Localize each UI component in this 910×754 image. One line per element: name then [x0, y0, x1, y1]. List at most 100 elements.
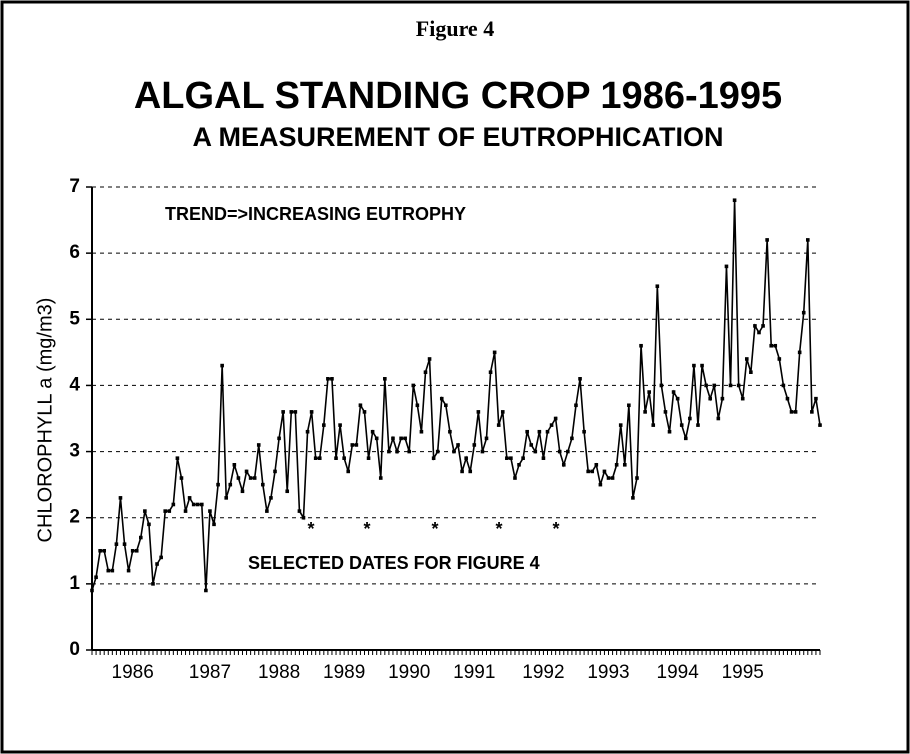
- data-point: [452, 449, 456, 454]
- data-point: [496, 423, 501, 427]
- data-point: [728, 383, 733, 388]
- data-point: [175, 456, 180, 460]
- data-point: [663, 410, 668, 414]
- data-point: [789, 410, 794, 414]
- data-point: [248, 476, 253, 480]
- data-point: [256, 443, 261, 447]
- data-point: [509, 456, 513, 460]
- data-point: [293, 410, 298, 414]
- data-point: [395, 449, 399, 454]
- data-point: [167, 509, 172, 513]
- data-point: [761, 324, 765, 328]
- data-point: [704, 383, 708, 388]
- data-line: [91, 200, 821, 591]
- data-point: [391, 436, 395, 441]
- data-point: [810, 410, 814, 414]
- data-point: [521, 456, 525, 460]
- data-point: [606, 476, 611, 480]
- data-point: [139, 535, 143, 540]
- data-point: [216, 482, 220, 487]
- data-point: [285, 489, 290, 494]
- data-point: [435, 449, 440, 454]
- data-point: [383, 377, 387, 381]
- data-point: [631, 496, 635, 500]
- x-tick-label: 1994: [657, 662, 700, 683]
- x-tick-label: 1991: [453, 662, 495, 683]
- data-point: [143, 509, 147, 513]
- data-point: [805, 238, 810, 242]
- data-point: [118, 496, 123, 500]
- data-point: [419, 429, 424, 434]
- data-point: [220, 363, 224, 368]
- data-point: [561, 463, 566, 467]
- data-point: [541, 456, 546, 460]
- data-point: [370, 429, 375, 434]
- data-point: [749, 370, 753, 374]
- y-tick-label: 4: [69, 374, 80, 395]
- data-point: [769, 343, 773, 348]
- data-point: [797, 350, 802, 355]
- data-point: [204, 588, 208, 593]
- data-point: [781, 383, 786, 388]
- data-point: [488, 370, 493, 374]
- data-point: [476, 410, 481, 414]
- data-point: [667, 429, 672, 434]
- data-point: [362, 410, 367, 414]
- data-point: [122, 542, 127, 546]
- data-point: [151, 582, 155, 586]
- data-point: [590, 469, 595, 474]
- data-point: [277, 436, 281, 441]
- data-point: [460, 469, 464, 474]
- data-point: [570, 436, 574, 441]
- data-point: [598, 482, 603, 487]
- data-point: [537, 429, 542, 434]
- data-point: [346, 469, 351, 474]
- data-point: [818, 423, 822, 427]
- selected-date-mark: *: [307, 519, 314, 539]
- selected-date-mark: *: [363, 519, 370, 539]
- data-point: [155, 562, 159, 566]
- data-point: [513, 476, 517, 480]
- data-point: [578, 377, 582, 381]
- data-point: [708, 396, 712, 401]
- figure-label: Figure 4: [416, 16, 494, 41]
- data-point: [696, 423, 700, 427]
- y-tick-label: 0: [69, 639, 80, 660]
- data-point: [273, 469, 277, 474]
- data-point: [265, 509, 269, 513]
- data-point: [309, 410, 314, 414]
- data-point: [126, 568, 131, 573]
- data-point: [374, 436, 379, 441]
- selected-date-mark: *: [552, 519, 559, 539]
- data-point: [106, 568, 111, 573]
- data-point: [110, 568, 115, 573]
- data-point: [317, 456, 322, 460]
- data-point: [228, 482, 233, 487]
- data-point: [557, 449, 562, 454]
- data-point: [330, 377, 334, 381]
- data-point: [281, 410, 285, 414]
- data-point: [232, 463, 237, 467]
- data-point: [415, 403, 420, 408]
- data-point: [777, 357, 782, 361]
- data-point: [130, 548, 135, 553]
- y-tick-label: 2: [69, 507, 80, 528]
- data-point: [716, 416, 721, 421]
- data-point: [505, 456, 509, 460]
- data-point: [305, 429, 310, 434]
- data-point: [480, 449, 485, 454]
- data-point: [427, 357, 432, 361]
- data-point: [187, 496, 192, 500]
- data-point: [688, 416, 692, 421]
- data-point: [814, 396, 818, 401]
- y-tick-label: 3: [69, 441, 80, 462]
- data-point: [679, 423, 684, 427]
- x-tick-label: 1989: [323, 662, 365, 683]
- data-point: [671, 390, 676, 394]
- x-tick-label: 1993: [587, 662, 629, 683]
- data-point: [98, 548, 102, 553]
- annotation: TREND=>INCREASING EUTROPHY: [165, 204, 466, 224]
- data-point: [655, 284, 660, 289]
- x-tick-label: 1990: [388, 662, 430, 683]
